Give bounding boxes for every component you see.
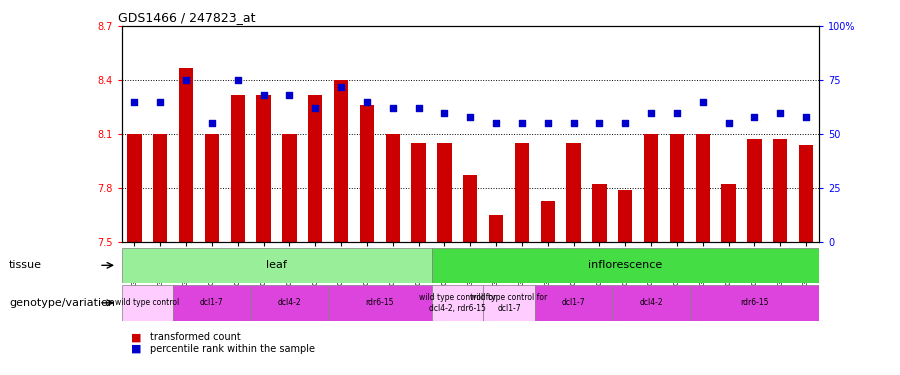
Bar bbox=[696, 134, 710, 242]
Point bbox=[515, 120, 529, 126]
Text: dcl4-2: dcl4-2 bbox=[277, 298, 302, 307]
Point bbox=[256, 92, 271, 98]
Point bbox=[283, 92, 297, 98]
Bar bbox=[122, 285, 173, 321]
Text: dcl1-7: dcl1-7 bbox=[562, 298, 585, 307]
Bar bbox=[464, 176, 477, 242]
Bar bbox=[127, 134, 141, 242]
Point bbox=[385, 105, 400, 111]
Text: leaf: leaf bbox=[266, 260, 287, 270]
Point bbox=[179, 77, 194, 83]
Point bbox=[360, 99, 374, 105]
Text: rdr6-15: rdr6-15 bbox=[740, 298, 769, 307]
Point bbox=[541, 120, 555, 126]
Point bbox=[411, 105, 426, 111]
Bar bbox=[670, 134, 684, 242]
Text: percentile rank within the sample: percentile rank within the sample bbox=[150, 344, 315, 354]
Text: wild type control: wild type control bbox=[115, 298, 179, 307]
Point bbox=[773, 110, 788, 116]
Bar bbox=[328, 285, 431, 321]
Bar bbox=[205, 134, 219, 242]
Bar bbox=[644, 134, 658, 242]
Point bbox=[696, 99, 710, 105]
Bar bbox=[360, 105, 374, 242]
Bar bbox=[541, 201, 555, 242]
Point bbox=[618, 120, 633, 126]
Bar bbox=[515, 143, 529, 242]
Bar bbox=[251, 285, 328, 321]
Text: wild type control for
dcl1-7: wild type control for dcl1-7 bbox=[471, 293, 547, 312]
Point bbox=[489, 120, 503, 126]
Text: ■: ■ bbox=[130, 333, 145, 342]
Bar bbox=[230, 94, 245, 242]
Bar bbox=[722, 184, 735, 242]
Bar bbox=[179, 68, 194, 242]
Text: inflorescence: inflorescence bbox=[588, 260, 662, 270]
Bar bbox=[489, 215, 503, 242]
Point bbox=[747, 114, 761, 120]
Point bbox=[644, 110, 658, 116]
Bar bbox=[256, 94, 271, 242]
Bar bbox=[308, 94, 322, 242]
Point bbox=[153, 99, 167, 105]
Bar bbox=[566, 143, 580, 242]
Point bbox=[127, 99, 141, 105]
Bar bbox=[535, 285, 612, 321]
Bar bbox=[173, 285, 251, 321]
Bar bbox=[773, 140, 788, 242]
Text: tissue: tissue bbox=[9, 260, 42, 270]
Bar bbox=[431, 285, 483, 321]
Text: wild type control for
dcl4-2, rdr6-15: wild type control for dcl4-2, rdr6-15 bbox=[418, 293, 496, 312]
Point bbox=[592, 120, 607, 126]
Bar bbox=[153, 134, 167, 242]
Bar bbox=[122, 248, 431, 283]
Point bbox=[230, 77, 245, 83]
Bar bbox=[612, 285, 689, 321]
Point bbox=[334, 84, 348, 90]
Bar bbox=[385, 134, 400, 242]
Bar bbox=[689, 285, 819, 321]
Bar bbox=[283, 134, 296, 242]
Text: rdr6-15: rdr6-15 bbox=[365, 298, 394, 307]
Bar bbox=[437, 143, 452, 242]
Text: genotype/variation: genotype/variation bbox=[9, 298, 115, 308]
Text: dcl4-2: dcl4-2 bbox=[639, 298, 663, 307]
Bar bbox=[799, 145, 814, 242]
Point bbox=[308, 105, 322, 111]
Point bbox=[437, 110, 452, 116]
Text: dcl1-7: dcl1-7 bbox=[200, 298, 224, 307]
Point bbox=[799, 114, 814, 120]
Bar bbox=[747, 140, 761, 242]
Text: transformed count: transformed count bbox=[150, 333, 241, 342]
Point bbox=[670, 110, 684, 116]
Bar bbox=[334, 80, 348, 242]
Point bbox=[566, 120, 580, 126]
Point bbox=[204, 120, 219, 126]
Point bbox=[463, 114, 477, 120]
Bar bbox=[592, 184, 607, 242]
Bar bbox=[483, 285, 535, 321]
Bar bbox=[431, 248, 819, 283]
Point bbox=[722, 120, 736, 126]
Bar bbox=[618, 190, 633, 242]
Text: ■: ■ bbox=[130, 344, 145, 354]
Bar bbox=[411, 143, 426, 242]
Text: GDS1466 / 247823_at: GDS1466 / 247823_at bbox=[118, 11, 256, 24]
